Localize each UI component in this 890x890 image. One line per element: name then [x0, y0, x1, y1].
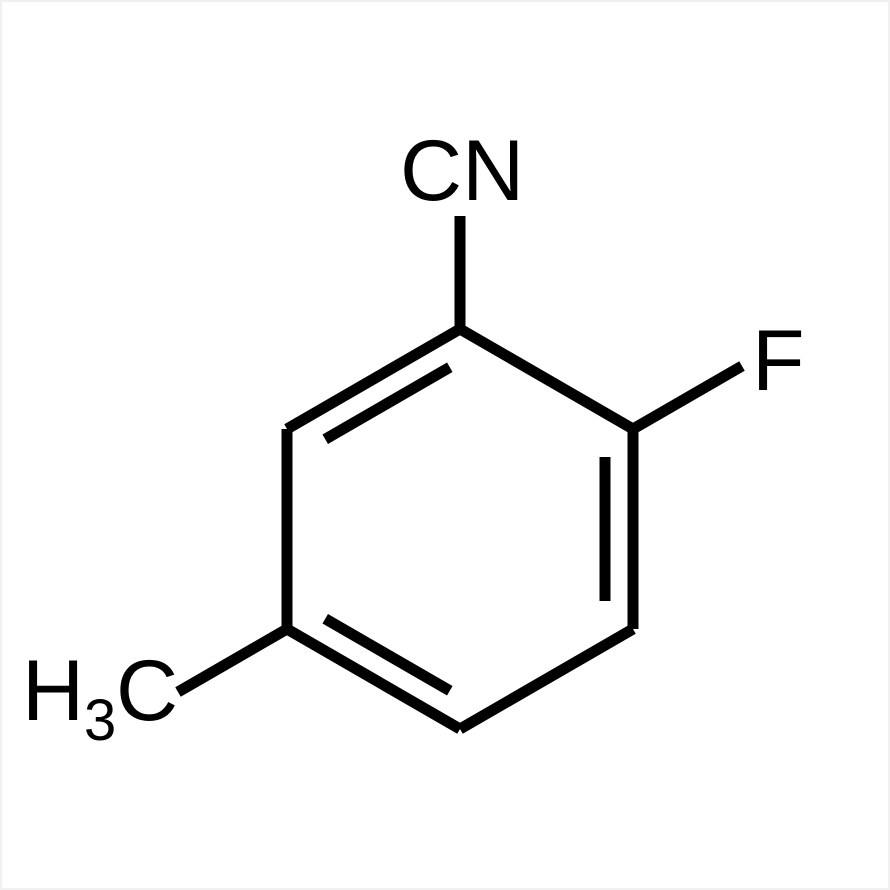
- label-cn: CN: [400, 123, 524, 219]
- label-h3c-part-2: C: [116, 643, 178, 739]
- atom-labels: CN F H3C: [22, 123, 805, 753]
- label-h3c-part-0: H: [22, 643, 84, 739]
- bonds: [178, 216, 742, 729]
- molecule-diagram: CN F H3C: [0, 0, 890, 890]
- label-f: F: [752, 313, 805, 409]
- label-h3c-part-1: 3: [84, 688, 116, 753]
